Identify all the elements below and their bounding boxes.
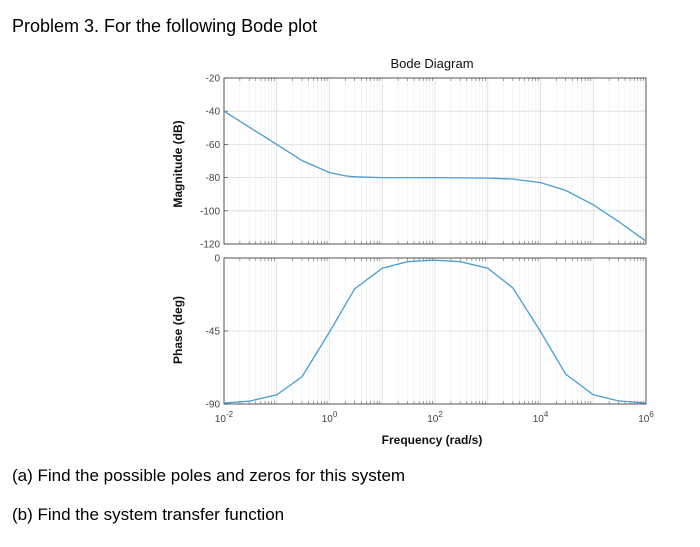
y-tick-label: -40 [206,107,221,118]
x-tick-label: 104 [533,410,549,425]
x-tick-label: 106 [638,410,654,425]
y-tick-label: -20 [206,74,221,85]
y-tick-label: -100 [200,206,220,217]
plot-frame [223,257,647,405]
question-b: (b) Find the system transfer function [12,505,285,524]
problem-title: Problem 3. For the following Bode plot [12,16,318,36]
x-tick-label: 10-2 [215,410,234,425]
question-a: (a) Find the possible poles and zeros fo… [12,466,406,485]
x-tick-label: 102 [427,410,443,425]
y-tick-label: -60 [206,140,221,151]
magnitude-curve [223,110,647,242]
x-tick-labels: 10-2 100 102 104 106 [215,410,654,425]
phase-plot: 0 -45 -90 [206,254,647,411]
plot-frame [223,77,647,245]
y-tick-label: -45 [206,327,221,338]
phase-curve [223,259,647,404]
phase-axis-label: Phase (deg) [171,296,185,364]
magnitude-plot: -20 -40 -60 -80 -100 -120 [200,74,647,251]
y-tick-label: 0 [214,254,220,265]
magnitude-axis-label: Magnitude (dB) [171,120,185,207]
x-tick-label: 100 [322,410,338,425]
y-tick-label: -80 [206,173,221,184]
chart-title: Bode Diagram [390,56,473,71]
frequency-axis-label: Frequency (rad/s) [382,433,483,447]
bode-diagram: Bode Diagram -20 -40 -60 -80 -100 -120 0 -45 -9… [171,56,654,447]
y-tick-label: -120 [200,240,220,251]
y-tick-label: -90 [206,400,221,411]
